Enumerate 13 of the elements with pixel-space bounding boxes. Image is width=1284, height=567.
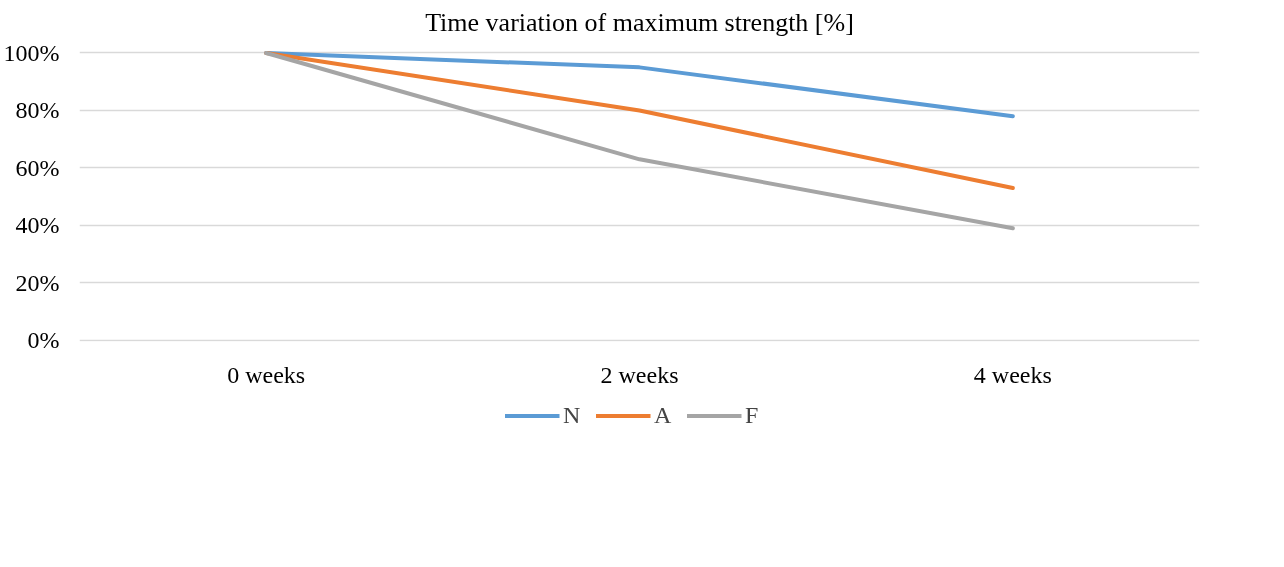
- legend-label: A: [654, 401, 673, 429]
- y-tick-label: 100%: [3, 39, 60, 66]
- y-tick-label: 40%: [15, 212, 60, 239]
- y-tick-label: 80%: [15, 97, 60, 124]
- y-tick-label: 20%: [15, 269, 60, 296]
- legend-label: N: [563, 401, 582, 429]
- y-tick-label: 0%: [27, 327, 60, 354]
- chart-title: Time variation of maximum strength [%]: [425, 7, 854, 37]
- legend-label: F: [745, 401, 760, 429]
- x-tick-label: 2 weeks: [600, 361, 679, 388]
- y-tick-label: 60%: [15, 154, 60, 181]
- x-tick-label: 0 weeks: [227, 361, 306, 388]
- x-tick-label: 4 weeks: [973, 361, 1052, 388]
